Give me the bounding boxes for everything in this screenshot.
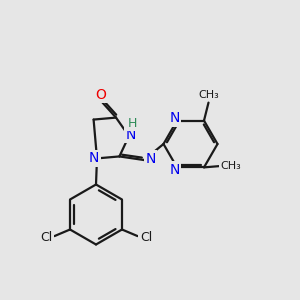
Text: Cl: Cl bbox=[140, 231, 152, 244]
Text: CH₃: CH₃ bbox=[198, 90, 219, 100]
Text: N: N bbox=[125, 128, 136, 142]
Text: CH₃: CH₃ bbox=[220, 161, 241, 171]
Text: N: N bbox=[169, 163, 180, 177]
Text: N: N bbox=[89, 152, 99, 165]
Text: N: N bbox=[169, 111, 180, 125]
Text: Cl: Cl bbox=[40, 231, 52, 244]
Text: O: O bbox=[96, 88, 106, 101]
Text: H: H bbox=[128, 117, 137, 130]
Text: N: N bbox=[146, 152, 156, 166]
